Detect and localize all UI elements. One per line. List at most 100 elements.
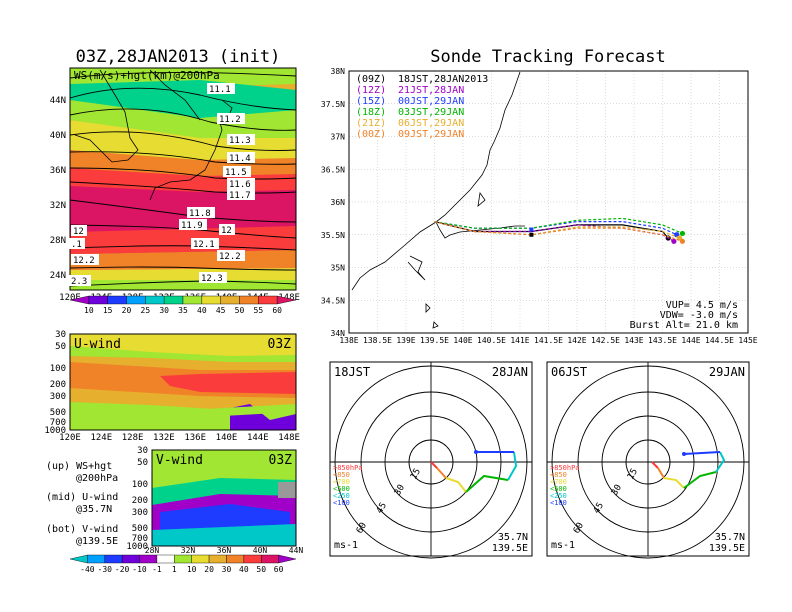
- contour-label: 11.9: [181, 221, 203, 231]
- colorbar-swatch: [69, 554, 88, 564]
- colorbar-swatch: [104, 554, 123, 564]
- contour-label-box: [207, 83, 235, 94]
- track-legend-label: 09JST,29JAN: [398, 129, 464, 140]
- hodo-ring-label: 15: [626, 467, 640, 481]
- contour-label-box: [69, 275, 91, 286]
- vwind-lat-tick: 28N: [145, 546, 160, 555]
- ws-colorbar: 10 15 20 25 30 35 40 45 50 55 60: [69, 295, 297, 315]
- hodo-layer-label: <250: [550, 492, 567, 500]
- contour-label-box: [69, 238, 85, 249]
- hodo-track-segment: [507, 451, 518, 481]
- contour-label: 11.1: [209, 85, 231, 95]
- contour-line: [69, 266, 297, 271]
- track-x-tick: 142.5E: [591, 336, 620, 345]
- colorbar-swatch: [226, 554, 245, 564]
- hodo-track-end: [682, 452, 686, 456]
- coastline-islet: [432, 321, 439, 329]
- hodo-layer-label: <100: [333, 499, 350, 507]
- hodo-layer-label: <500: [333, 485, 350, 493]
- contour-label-box: [191, 238, 219, 249]
- hodo-track-segment: [651, 461, 659, 469]
- track-frame: [348, 70, 749, 334]
- track-legend-code: (18Z): [356, 107, 386, 118]
- map-lat-tick: 44N: [50, 96, 66, 106]
- track-y-tick: 38N: [331, 67, 346, 76]
- track-x-tick: 140E: [453, 336, 472, 345]
- map-inner-label: WS(m/s)+hgt(km)@200hPa: [74, 69, 220, 82]
- coastline-asia: [74, 69, 139, 163]
- contour-label-box: [227, 134, 255, 145]
- coastline-kanto: [435, 221, 525, 239]
- colorbar-label: -1: [152, 565, 162, 574]
- vwind-p-tick: 100: [132, 480, 148, 490]
- track-y-tick: 36N: [331, 198, 346, 207]
- track-x-tick: 139.5E: [420, 336, 449, 345]
- track-legend-label: 00JST,29JAN: [398, 96, 464, 107]
- track-legend-code: (21Z): [356, 118, 386, 129]
- contour-label-box: [227, 189, 255, 200]
- colorbar-swatch: [87, 554, 105, 564]
- coastline-japan: [149, 114, 223, 201]
- track-x-tick: 139E: [396, 336, 415, 345]
- hodo-track-segment: [465, 474, 509, 493]
- colorbar-label: 40: [197, 306, 207, 315]
- note-bot-2: @139.5E: [76, 536, 118, 547]
- contour-label-box: [227, 178, 255, 189]
- uwind-label: U-wind: [74, 337, 121, 352]
- contour-line: [69, 108, 297, 131]
- contour-label: 12.3: [201, 274, 223, 284]
- contour-label: 11.8: [189, 209, 211, 219]
- track-x-tick: 143E: [624, 336, 643, 345]
- uwind-lon-tick: 136E: [184, 433, 206, 443]
- colorbar-swatch: [156, 554, 175, 564]
- uwind-p-tick: 200: [50, 380, 66, 390]
- contour-label-box: [223, 166, 251, 177]
- uwind-lon-tick: 120E: [59, 433, 81, 443]
- hodo-layer-label: <850: [550, 471, 567, 479]
- hodo-layer-label: <250: [333, 492, 350, 500]
- hodo-track-segment: [657, 467, 665, 479]
- contour-label-box: [227, 152, 255, 163]
- contour-label-box: [199, 272, 227, 283]
- colorbar-label: 20: [204, 565, 214, 574]
- track-series-line: [434, 221, 683, 242]
- legend-notes: (up) WS+hgt @200hPa (mid) U-wind @35.7N …: [46, 461, 118, 547]
- track-series-end: [679, 230, 686, 237]
- vwind-p-tick: 700: [132, 534, 148, 544]
- map-coastlines: [74, 69, 233, 201]
- vwind-lat-tick: 44N: [289, 546, 304, 555]
- hodo-layer-label: <700: [550, 478, 567, 486]
- colorbar-label: 30: [222, 565, 232, 574]
- hodo-track-end: [474, 450, 478, 454]
- track-x-tick: 141E: [510, 336, 529, 345]
- track-x-tick: 144.5E: [705, 336, 734, 345]
- uwind-lon-ticks: 120E 124E 128E 132E 136E 140E 144E 148E: [59, 433, 300, 443]
- contour-label-box: [217, 113, 245, 124]
- colorbar-label: 40: [239, 565, 249, 574]
- colorbar-label: 15: [103, 306, 113, 315]
- track-title: Sonde Tracking Forecast: [430, 47, 665, 67]
- colorbar-label: 10: [187, 565, 197, 574]
- hodo-lon: 139.5E: [492, 543, 528, 554]
- hodo-ring-label: 30: [393, 483, 407, 497]
- vwind-frame: [151, 449, 297, 547]
- uwind-p-tick: 50: [55, 342, 66, 352]
- hodo-unit: ms-1: [551, 540, 575, 551]
- coastline-island: [477, 191, 486, 208]
- colorbar-label: 35: [178, 306, 188, 315]
- hodo-ring-label: 60: [355, 521, 369, 535]
- track-legend-label: 03JST,29JAN: [398, 107, 464, 118]
- track-legend-label: 06JST,29JAN: [398, 118, 464, 129]
- contour-line: [69, 71, 297, 79]
- track-panel: (09Z) 18JST,28JAN2013 (12Z) 21JST,28JAN (15Z…: [321, 67, 758, 345]
- contour-label: 12.2: [219, 252, 241, 262]
- note-mid-1: (mid) U-wind: [46, 492, 118, 503]
- colorbar-label: -20: [115, 565, 130, 574]
- map-contour-labels: 11.1 11.2 11.3 11.4 11.5 11.611.7 11.8 11.9 12 12…: [69, 83, 255, 287]
- colorbar-swatch: [139, 554, 158, 564]
- track-series: [434, 217, 686, 244]
- track-y-tick: 36.5N: [321, 165, 345, 174]
